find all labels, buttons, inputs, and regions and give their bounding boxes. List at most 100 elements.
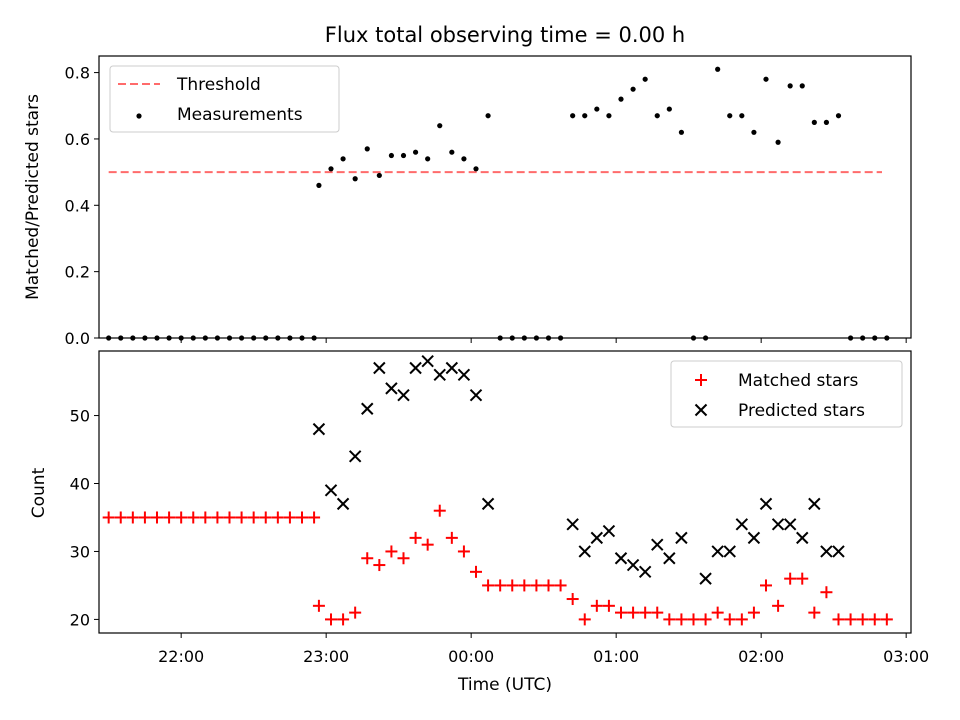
measurement-point	[582, 113, 588, 119]
matched-star-point	[627, 606, 640, 619]
measurement-point	[666, 106, 672, 112]
matched-star-point	[312, 599, 325, 612]
predicted-star-point	[699, 572, 712, 585]
matched-star-point	[651, 606, 664, 619]
predicted-marker-b	[336, 497, 350, 511]
predicted-star-point	[373, 361, 386, 375]
measurement-point	[715, 66, 721, 72]
bottom-legend-box	[670, 360, 903, 428]
predicted-marker-b	[723, 545, 736, 558]
matched-star-point	[760, 579, 772, 592]
predicted-marker-b	[348, 450, 362, 463]
matched-star-point	[296, 511, 308, 524]
x-tick-label: 02:00	[738, 647, 784, 666]
measurement-point	[594, 106, 600, 112]
predicted-star-point	[361, 402, 374, 415]
predicted-star-point	[747, 531, 761, 545]
matched-star-point	[542, 579, 555, 592]
matched-star-point	[223, 511, 236, 524]
legend-matched-label: Matched stars	[738, 371, 858, 391]
matched-star-point	[856, 613, 869, 626]
matched-star-point	[530, 579, 543, 592]
predicted-star-point	[469, 388, 483, 402]
matched-star-point	[187, 511, 200, 524]
top-y-axis: 0.0 0.2 0.4 0.6 0.8	[65, 64, 99, 348]
legend-predicted-label: Predicted stars	[738, 401, 865, 421]
matched-star-point	[211, 511, 224, 524]
predicted-star-point	[723, 545, 736, 558]
x-tick-label: 22:00	[158, 647, 204, 666]
matched-star-point	[663, 613, 676, 626]
measurement-point	[775, 139, 781, 145]
measurement-point	[473, 166, 479, 172]
measurement-point	[606, 113, 612, 119]
predicted-marker-b	[445, 361, 459, 375]
matched-star-point	[470, 565, 482, 578]
matched-star-point	[699, 613, 712, 626]
x-axis-label: Time (UTC)	[457, 675, 552, 695]
measurement-point	[751, 129, 757, 135]
predicted-star-point	[590, 531, 604, 545]
predicted-marker-b	[783, 518, 797, 531]
bottom-plot-frame	[98, 350, 912, 634]
predicted-star-point	[336, 497, 350, 511]
predicted-star-point	[832, 545, 845, 558]
measurement-point	[630, 86, 636, 92]
predicted-star-point	[324, 484, 338, 497]
matched-star-point	[639, 606, 652, 619]
measurement-point	[364, 146, 370, 152]
predicted-marker-b	[373, 361, 386, 375]
matched-star-point	[259, 511, 272, 524]
measurement-point	[485, 113, 491, 119]
matched-star-point	[361, 552, 374, 565]
matched-star-point	[421, 538, 434, 551]
predicted-star-point	[771, 518, 785, 531]
predicted-star-point	[626, 558, 640, 572]
predicted-marker-b	[638, 565, 652, 579]
predicted-star-point	[348, 450, 362, 463]
top-legend-box	[109, 65, 340, 133]
measurement-point	[642, 76, 648, 82]
matched-star-point	[114, 511, 127, 524]
predicted-marker-b	[711, 545, 724, 558]
predicted-marker-b	[457, 368, 471, 381]
matched-star-point	[578, 613, 591, 626]
predicted-marker-b	[312, 422, 326, 436]
matched-star-point	[482, 579, 495, 592]
legend-measurements-label: Measurements	[177, 105, 303, 125]
matched-star-point	[102, 511, 115, 524]
matched-star-point	[235, 511, 248, 524]
bottom-y-axis-label: Count	[29, 467, 49, 518]
predicted-star-point	[457, 368, 471, 381]
matched-star-point	[494, 579, 507, 592]
measurement-point	[787, 83, 793, 89]
bottom-y-tick-label: 40	[70, 475, 90, 494]
matched-star-point	[445, 531, 458, 544]
measurement-point	[763, 76, 769, 82]
predicted-star-point	[433, 368, 446, 381]
measurement-point	[461, 156, 467, 162]
predicted-marker-b	[808, 497, 821, 511]
matched-star-point	[271, 511, 284, 524]
predicted-star-point	[385, 382, 398, 395]
matched-star-point	[554, 579, 567, 592]
predicted-star-point	[602, 524, 616, 538]
measurement-point	[811, 119, 817, 125]
matched-star-point	[325, 613, 337, 626]
predicted-star-point	[638, 565, 652, 579]
legend-measurements-swatch	[136, 113, 142, 119]
matched-star-point	[675, 613, 688, 626]
matched-star-point	[373, 559, 386, 572]
matched-star-point	[199, 511, 212, 524]
predicted-marker-b	[590, 531, 604, 545]
predicted-marker-b	[421, 354, 434, 368]
measurement-point	[654, 113, 660, 119]
matched-star-point	[566, 593, 579, 606]
matched-star-point	[723, 613, 736, 626]
matched-star-point	[138, 511, 151, 524]
measurement-point	[316, 182, 322, 188]
measurement-point	[328, 166, 334, 172]
measurement-point	[340, 156, 346, 162]
x-tick-label: 01:00	[593, 647, 639, 666]
top-y-tick-label: 0.8	[65, 64, 90, 83]
